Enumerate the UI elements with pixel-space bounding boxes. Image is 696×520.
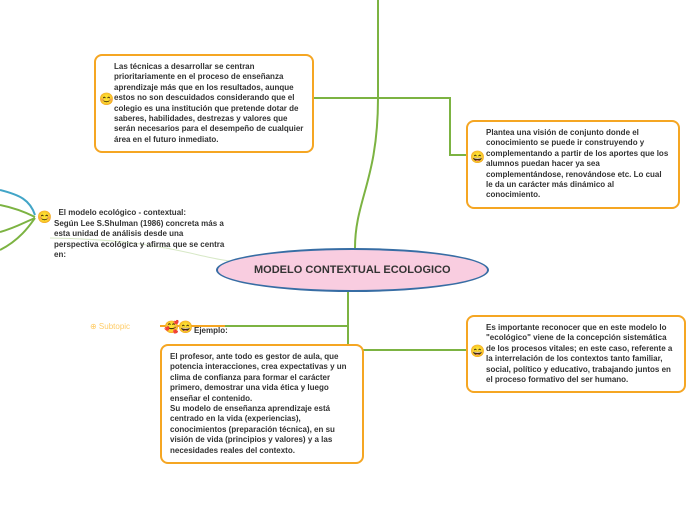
central-title: MODELO CONTEXTUAL ECOLOGICO xyxy=(254,264,451,276)
node-bottom-left[interactable]: El profesor, ante todo es gestor de aula… xyxy=(160,344,364,464)
ejemplo-label: Ejemplo: xyxy=(190,322,232,340)
heart-eyes-icon: 🥰 xyxy=(164,320,179,334)
grin-icon: 😄 xyxy=(470,150,485,164)
node-bottom-left-text1: El profesor, ante todo es gestor de aula… xyxy=(170,352,354,404)
node-mid-left[interactable]: El modelo ecológico - contextual: Según … xyxy=(50,194,234,264)
central-node[interactable]: MODELO CONTEXTUAL ECOLOGICO xyxy=(216,248,489,292)
grin-icon: 😄 xyxy=(470,344,485,358)
node-bottom-right-text: Es importante reconocer que en este mode… xyxy=(486,323,672,384)
node-bottom-right[interactable]: Es importante reconocer que en este mode… xyxy=(466,315,686,393)
node-top-left-text: Las técnicas a desarrollar se centran pr… xyxy=(114,62,303,144)
subtopic-label[interactable]: ⊕ Subtopic xyxy=(90,322,130,331)
smile-icon: 😊 xyxy=(37,210,52,224)
node-top-right-text: Plantea una visión de conjunto donde el … xyxy=(486,128,668,199)
node-bottom-left-text2: Su modelo de enseñanza aprendizaje está … xyxy=(170,404,354,456)
smile-icon: 😊 xyxy=(99,92,114,106)
node-top-right[interactable]: Plantea una visión de conjunto donde el … xyxy=(466,120,680,209)
node-mid-left-text: El modelo ecológico - contextual: Según … xyxy=(54,208,227,259)
node-top-left[interactable]: Las técnicas a desarrollar se centran pr… xyxy=(94,54,314,153)
